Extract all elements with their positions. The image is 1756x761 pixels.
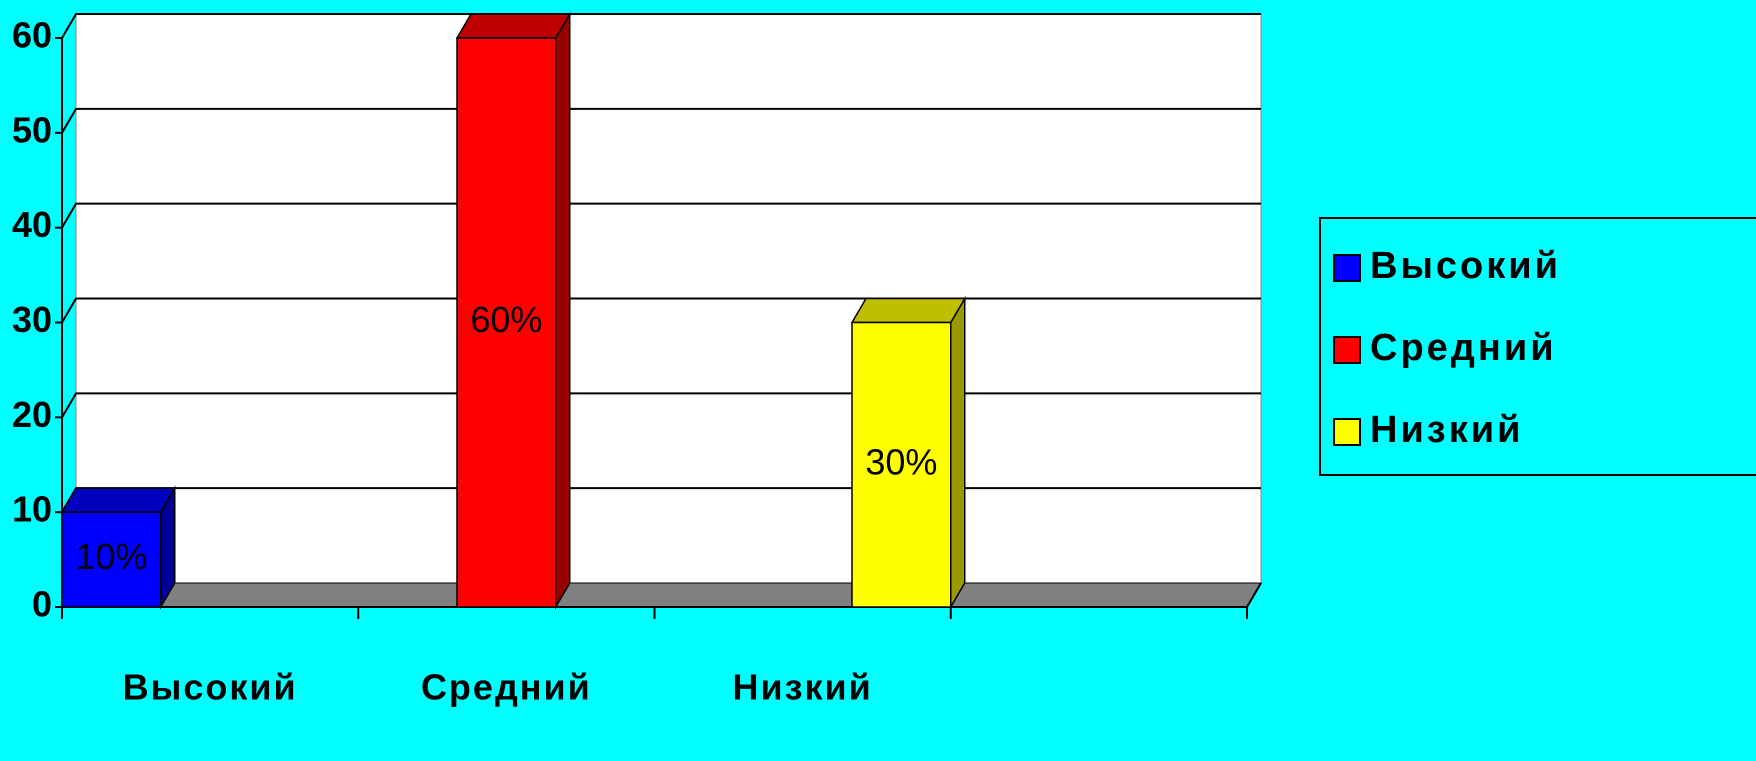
y-tick-label: 60 — [12, 15, 52, 56]
bar-top — [60, 487, 177, 513]
bar-top — [455, 13, 572, 39]
legend-label: Высокий — [1370, 245, 1561, 287]
bar-side — [950, 295, 966, 610]
bar — [61, 511, 162, 608]
y-tick-label: 50 — [12, 109, 52, 150]
legend-box — [1319, 217, 1756, 476]
y-tick-label: 40 — [12, 204, 52, 245]
bar — [456, 37, 557, 608]
x-tick-label: Низкий — [732, 667, 872, 708]
y-tick-label: 10 — [12, 489, 52, 530]
y-tick-label: 30 — [12, 299, 52, 340]
value-label: 30% — [865, 441, 937, 482]
value-label: 60% — [470, 299, 542, 340]
legend-label: Низкий — [1370, 409, 1523, 451]
x-tick-label: Средний — [421, 667, 592, 708]
grid-line — [61, 13, 1261, 39]
x-axis-end — [1246, 582, 1262, 608]
grid-line — [61, 107, 1261, 134]
grid-line — [61, 202, 1261, 229]
y-tick-label: 20 — [12, 394, 52, 435]
y-tick-label: 0 — [32, 584, 52, 625]
floor — [61, 582, 1262, 608]
bar — [851, 321, 952, 608]
x-tick-label: Высокий — [123, 667, 298, 708]
legend-swatch — [1333, 336, 1361, 364]
value-label: 10% — [75, 536, 147, 577]
legend-label: Средний — [1370, 327, 1557, 369]
legend-swatch — [1333, 254, 1361, 282]
bar-top — [850, 297, 967, 324]
legend-swatch — [1333, 418, 1361, 446]
bar-side — [555, 11, 571, 610]
